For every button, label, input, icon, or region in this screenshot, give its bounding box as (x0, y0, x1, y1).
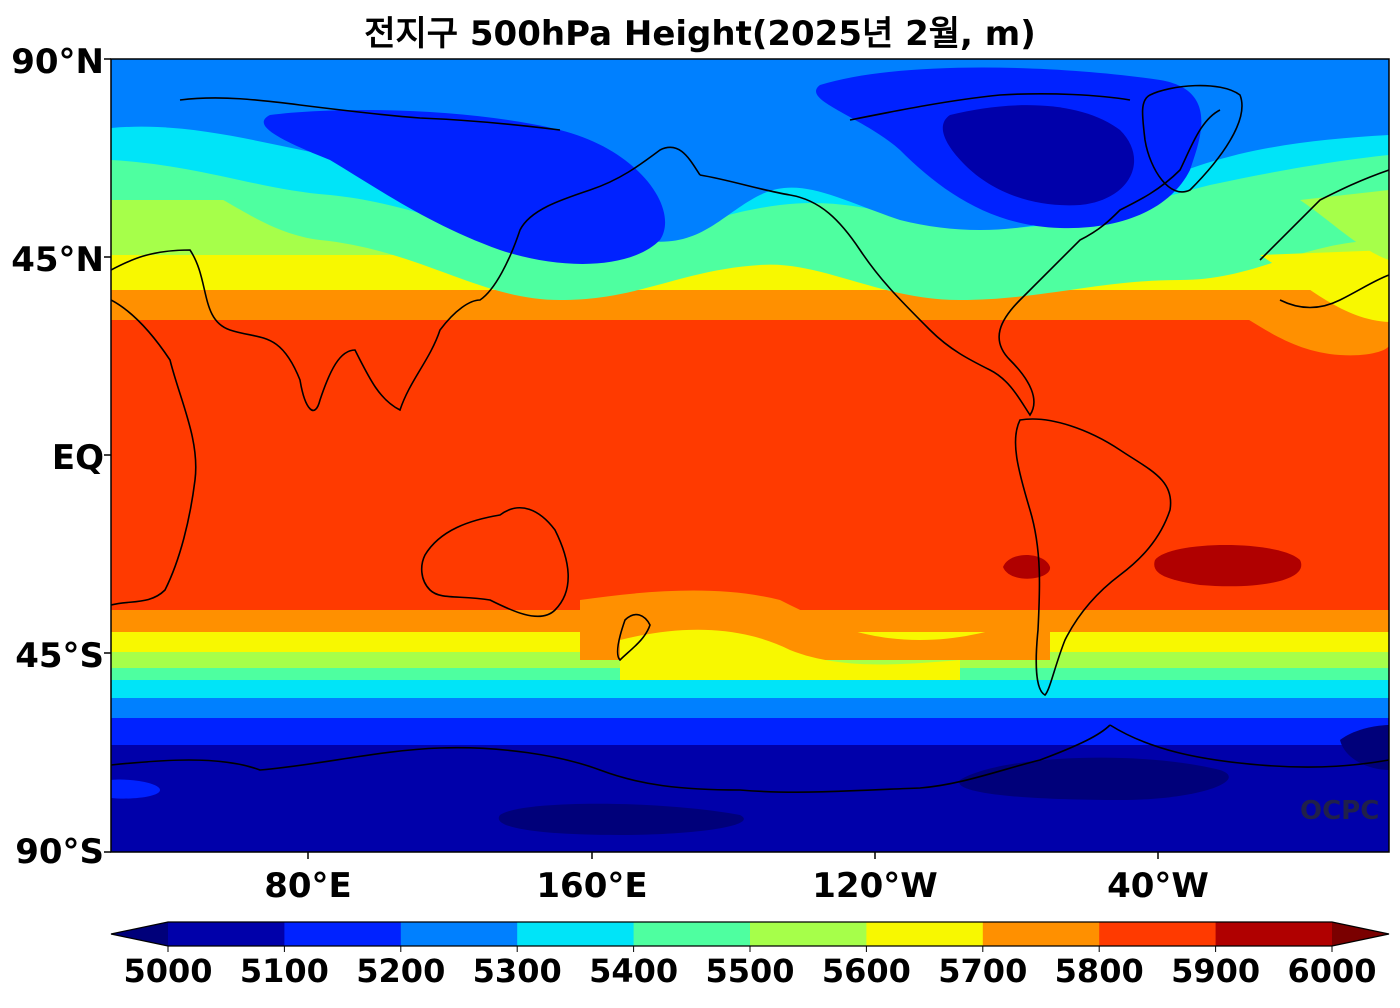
ridge-5700-atlantic (1180, 290, 1389, 356)
colorbar-segment (517, 922, 635, 946)
colorbar-segment (168, 922, 285, 946)
map-title: 전지구 500hPa Height(2025년 2월, m) (364, 14, 1036, 54)
colorbar-label: 6000 (1287, 952, 1377, 990)
ridge-5600-europe (1260, 250, 1389, 322)
colorbar-segment (400, 922, 518, 946)
colorbar-segment (866, 922, 984, 946)
colorbar-label: 5200 (356, 952, 446, 990)
lat-label-90s: 90°S (15, 832, 104, 872)
colorbar-extend-over (1332, 922, 1389, 946)
coast-newzealand (616, 613, 651, 662)
contour-fill-layer (111, 59, 1389, 852)
coast-europe (1259, 169, 1389, 309)
colorbar-label: 5000 (123, 952, 213, 990)
low-4900-antarctic (498, 803, 744, 835)
colorbar-label: 5900 (1171, 952, 1261, 990)
low-4900-east (1340, 725, 1389, 770)
colorbar-segment (750, 922, 867, 946)
coast-greenland (1141, 84, 1243, 193)
coast-north-america (699, 109, 1221, 417)
colorbar-segment (633, 922, 751, 946)
colorbar-label: 5100 (239, 952, 329, 990)
coast-australia (420, 506, 569, 618)
colorbar-segment (982, 922, 1100, 946)
lon-label-80e: 80°E (264, 866, 352, 906)
colorbar-label: 5400 (589, 952, 679, 990)
low-5100-siberia (263, 110, 666, 264)
lat-label-45n: 45°N (11, 240, 104, 280)
coast-arctic (179, 93, 1131, 131)
colorbar-label: 5600 (821, 952, 911, 990)
lat-label-45s: 45°S (15, 636, 104, 676)
colorbar-label: 5300 (472, 952, 562, 990)
colorbar (110, 921, 1390, 952)
low-5100-indian (111, 779, 160, 799)
colorbar-segment (1099, 922, 1217, 946)
coast-africa (111, 299, 197, 606)
colorbar-label: 5700 (938, 952, 1028, 990)
wave-5600-pacific (620, 629, 960, 680)
coast-asia (111, 146, 701, 412)
colorbar-segment (284, 922, 402, 946)
lat-label-90n: 90°N (11, 42, 104, 82)
colorbar-label: 5500 (705, 952, 795, 990)
lat-label-eq: EQ (51, 438, 104, 478)
low-5000-canada (942, 105, 1135, 206)
coast-south-america (1014, 418, 1172, 696)
band-5000-south (111, 745, 1389, 852)
axis-ticks (104, 58, 1159, 859)
lon-label-160e: 160°E (536, 866, 648, 906)
ocpc-watermark: OCPC (1300, 796, 1380, 826)
colorbar-label: 5800 (1054, 952, 1144, 990)
coastline-layer (111, 84, 1389, 793)
colorbar-extend-under (111, 922, 168, 946)
high-5900-southatlantic (1154, 545, 1302, 587)
low-4900-weddell (959, 757, 1229, 800)
lon-label-120w: 120°W (812, 866, 938, 906)
coast-antarctica (111, 724, 1389, 793)
colorbar-segment (1215, 922, 1333, 946)
lon-label-40w: 40°W (1107, 866, 1209, 906)
ridge-5500-europe (1300, 190, 1389, 260)
